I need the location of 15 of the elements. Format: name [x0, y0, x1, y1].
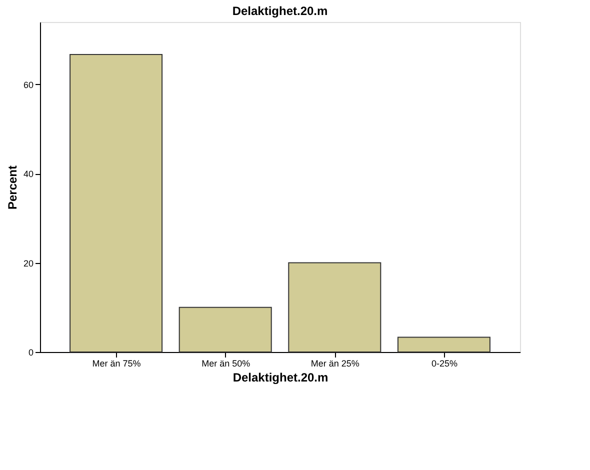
chart-title: Delaktighet.20.m	[232, 4, 328, 18]
bar	[178, 306, 272, 352]
y-tick-label: 0	[28, 348, 34, 358]
bar	[397, 336, 490, 352]
x-tick-label: 0-25%	[431, 358, 458, 368]
x-tick-label: Mer än 75%	[92, 358, 141, 368]
y-tick-label: 20	[23, 258, 34, 268]
y-tick-label: 60	[23, 80, 34, 90]
x-axis-title: Delaktighet.20.m	[232, 370, 328, 384]
bar	[70, 54, 163, 352]
bar	[288, 262, 382, 352]
y-axis-title: Percent	[5, 165, 20, 210]
x-tick-label: Mer än 50%	[202, 358, 250, 368]
y-tick-label: 40	[23, 169, 34, 180]
x-tick-label: Mer än 25%	[310, 358, 360, 368]
